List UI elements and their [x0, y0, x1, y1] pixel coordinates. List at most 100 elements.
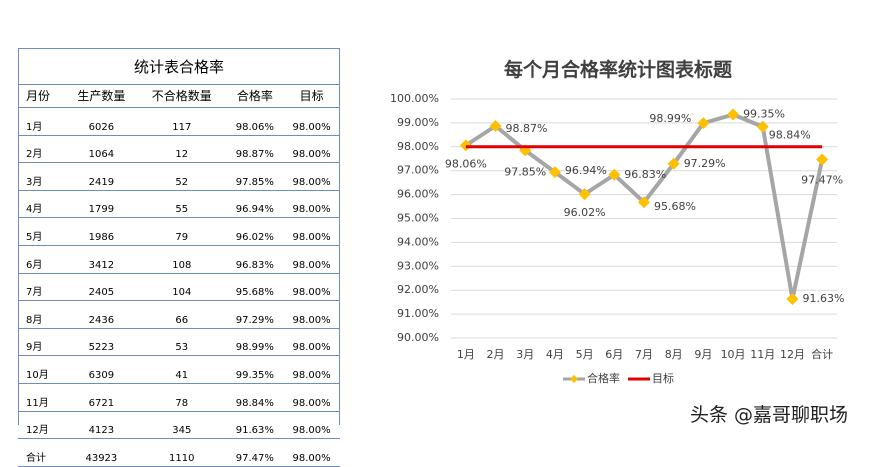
table-cell: 98.00% — [283, 162, 340, 191]
table-cell: 43923 — [65, 438, 138, 467]
table-cell: 1月 — [18, 107, 66, 136]
data-label: 97.29% — [684, 157, 726, 170]
table-cell: 98.00% — [283, 411, 340, 440]
table-cell: 66 — [137, 300, 227, 329]
table-cell: 11月 — [18, 383, 66, 412]
y-tick-label: 98.00% — [397, 140, 439, 153]
table-cell: 目标 — [283, 84, 340, 108]
table-row: 月份 生产数量 不合格数量 合格率 目标 — [18, 84, 340, 108]
table-cell: 月份 — [18, 84, 66, 108]
table-cell: 91.63% — [226, 411, 284, 440]
table-cell: 78 — [137, 383, 227, 412]
y-tick-label: 97.00% — [397, 164, 439, 177]
y-tick-label: 100.00% — [390, 92, 439, 105]
table-row: 2月 1064 12 98.87% 98.00% — [18, 135, 340, 164]
table-cell: 12月 — [18, 411, 66, 440]
point-marker — [786, 293, 799, 306]
y-tick-label: 94.00% — [397, 235, 439, 248]
table-cell: 12 — [137, 135, 227, 164]
x-tick-label: 10月 — [721, 348, 746, 361]
data-label: 99.35% — [743, 108, 785, 121]
point-marker — [816, 153, 829, 166]
table-cell: 98.84% — [226, 383, 284, 412]
y-tick-label: 95.00% — [397, 212, 439, 225]
table-cell: 3412 — [65, 245, 138, 274]
table-cell: 2436 — [65, 300, 138, 329]
table-cell: 98.00% — [283, 135, 340, 164]
table-cell: 2月 — [18, 135, 66, 164]
data-label: 95.68% — [654, 200, 696, 213]
data-label: 98.87% — [506, 122, 548, 135]
table-cell: 5223 — [65, 328, 138, 357]
x-tick-label: 5月 — [576, 348, 594, 361]
data-label: 98.06% — [445, 157, 487, 170]
table-cell: 98.87% — [226, 135, 284, 164]
x-tick-label: 合计 — [811, 347, 833, 361]
page: {"table": {"title": "统计表合格率", "header": … — [18, 48, 849, 467]
watermark: 头条 @嘉哥聊职场 — [690, 404, 849, 426]
table-cell: 52 — [137, 162, 227, 191]
table-row: 8月 2436 66 97.29% 98.00% — [18, 300, 340, 329]
x-tick-label: 7月 — [635, 348, 653, 361]
table-cell: 1064 — [65, 135, 138, 164]
table-cell: 7月 — [18, 273, 66, 302]
y-tick-label: 91.00% — [397, 307, 439, 320]
table-cell: 6309 — [65, 355, 138, 384]
point-marker — [697, 117, 710, 130]
table-row: 合计 43923 1110 97.47% 98.00% — [18, 438, 340, 467]
x-tick-label: 11月 — [750, 348, 775, 361]
y-tick-label: 99.00% — [397, 116, 439, 129]
table-cell: 98.06% — [226, 107, 284, 136]
table-cell: 41 — [137, 355, 227, 384]
table-cell: 97.29% — [226, 300, 284, 329]
x-tick-label: 12月 — [780, 348, 805, 361]
table-cell: 117 — [137, 107, 227, 136]
table-row: 9月 5223 53 98.99% 98.00% — [18, 328, 340, 357]
table-cell: 96.02% — [226, 217, 284, 246]
table-cell: 6026 — [65, 107, 138, 136]
table-cell: 98.00% — [283, 438, 340, 467]
point-marker — [578, 188, 591, 201]
table-cell: 53 — [137, 328, 227, 357]
y-tick-label: 92.00% — [397, 283, 439, 296]
table-cell: 6721 — [65, 383, 138, 412]
x-tick-label: 8月 — [665, 348, 683, 361]
table-cell: 98.00% — [283, 273, 340, 302]
table-row: 1月 6026 117 98.06% 98.00% — [18, 107, 340, 136]
y-tick-label: 96.00% — [397, 188, 439, 201]
table-cell: 统计表合格率 — [18, 48, 340, 85]
table-cell: 98.00% — [283, 245, 340, 274]
data-label: 96.94% — [565, 164, 607, 177]
table-cell: 98.00% — [283, 383, 340, 412]
table-cell: 生产数量 — [65, 84, 138, 108]
x-tick-label: 4月 — [546, 348, 564, 361]
table-cell: 2419 — [65, 162, 138, 191]
table-cell: 98.00% — [283, 190, 340, 219]
table-cell: 98.00% — [283, 355, 340, 384]
table-row: 4月 1799 55 96.94% 98.00% — [18, 190, 340, 219]
point-marker — [667, 157, 680, 170]
table-cell: 98.00% — [283, 300, 340, 329]
table-cell: 79 — [137, 217, 227, 246]
table-cell: 108 — [137, 245, 227, 274]
table-cell: 9月 — [18, 328, 66, 357]
table-cell: 98.00% — [283, 217, 340, 246]
table-cell: 1110 — [137, 438, 227, 467]
point-marker — [638, 196, 650, 209]
table-cell: 97.47% — [226, 438, 284, 467]
table-cell: 4月 — [18, 190, 66, 219]
y-tick-label: 93.00% — [397, 259, 439, 272]
point-marker — [727, 108, 740, 121]
x-tick-label: 3月 — [516, 348, 534, 361]
table-row: 5月 1986 79 96.02% 98.00% — [18, 217, 340, 246]
table-row: 6月 3412 108 96.83% 98.00% — [18, 245, 340, 274]
chart: 每个月合格率统计图表标题 90.00% 91.00% 92.00% 93.00% 94.… — [390, 58, 844, 385]
point-marker — [608, 168, 621, 181]
data-label: 96.83% — [624, 168, 666, 181]
table-cell: 99.35% — [226, 355, 284, 384]
table-cell: 96.94% — [226, 190, 284, 219]
y-tick-label: 90.00% — [397, 331, 439, 344]
table-cell: 合格率 — [226, 84, 284, 108]
data-label: 91.63% — [802, 292, 844, 305]
table-cell: 3月 — [18, 162, 66, 191]
